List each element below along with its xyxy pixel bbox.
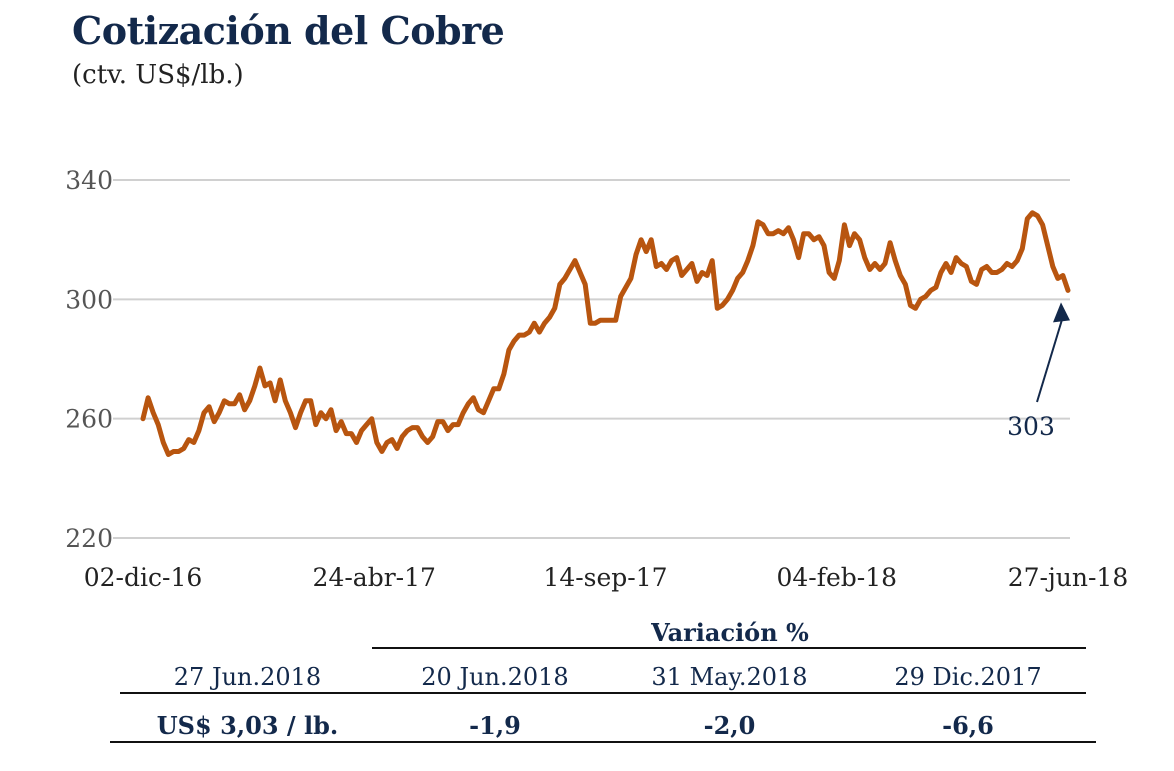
variacion-rule [372,647,1086,649]
monthly-change-value: -2,0 [703,711,756,740]
col-header-date: 27 Jun.2018 [173,663,322,691]
annotation-arrowhead [1053,302,1070,323]
bottom-rule [110,741,1096,743]
price-value: US$ 3,03 / lb. [156,711,339,740]
col-header-week: 20 Jun.2018 [421,663,569,691]
weekly-change-value: -1,9 [469,711,521,740]
y-tick-label-260: 260 [65,405,113,434]
y-tick-label-220: 220 [65,524,113,553]
x-tick-label-1: 24-abr-17 [313,563,436,592]
annotation-label: 303 [1007,412,1055,441]
copper-price-line [140,210,1071,457]
grid-layer [113,179,1070,539]
header-rule [120,692,1086,694]
copper-price-chart: 220 260 300 340 02-dic-16 24-abr-17 14-sep-17… [65,166,1129,592]
x-axis-labels: 02-dic-16 24-abr-17 14-sep-17 04-feb-18 27-j… [84,563,1129,592]
annotation-layer: 303 [1007,302,1070,441]
ytd-change-value: -6,6 [942,711,994,740]
annotation-arrow-line [1036,316,1064,403]
col-header-year: 29 Dic.2017 [894,663,1042,691]
y-tick-label-300: 300 [65,285,113,314]
variacion-header: Variación % [651,618,809,647]
chart-subtitle: (ctv. US$/lb.) [72,60,244,90]
x-tick-label-3: 04-feb-18 [776,563,897,592]
col-header-month: 31 May.2018 [651,663,808,691]
y-axis-labels: 220 260 300 340 [65,166,113,553]
y-tick-label-340: 340 [65,166,113,195]
chart-title: Cotización del Cobre [72,8,505,53]
x-tick-label-0: 02-dic-16 [84,563,203,592]
x-tick-label-2: 14-sep-17 [543,563,667,592]
series-layer [140,210,1071,457]
x-tick-label-4: 27-jun-18 [1008,563,1128,592]
